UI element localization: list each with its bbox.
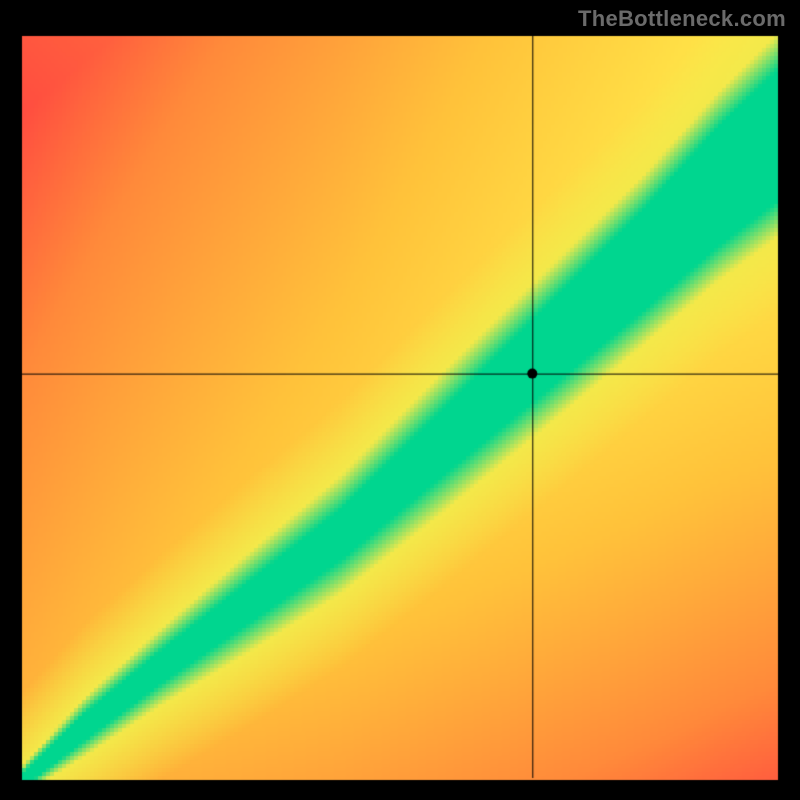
bottleneck-heatmap bbox=[0, 0, 800, 800]
watermark-text: TheBottleneck.com bbox=[578, 6, 786, 32]
chart-container: TheBottleneck.com bbox=[0, 0, 800, 800]
